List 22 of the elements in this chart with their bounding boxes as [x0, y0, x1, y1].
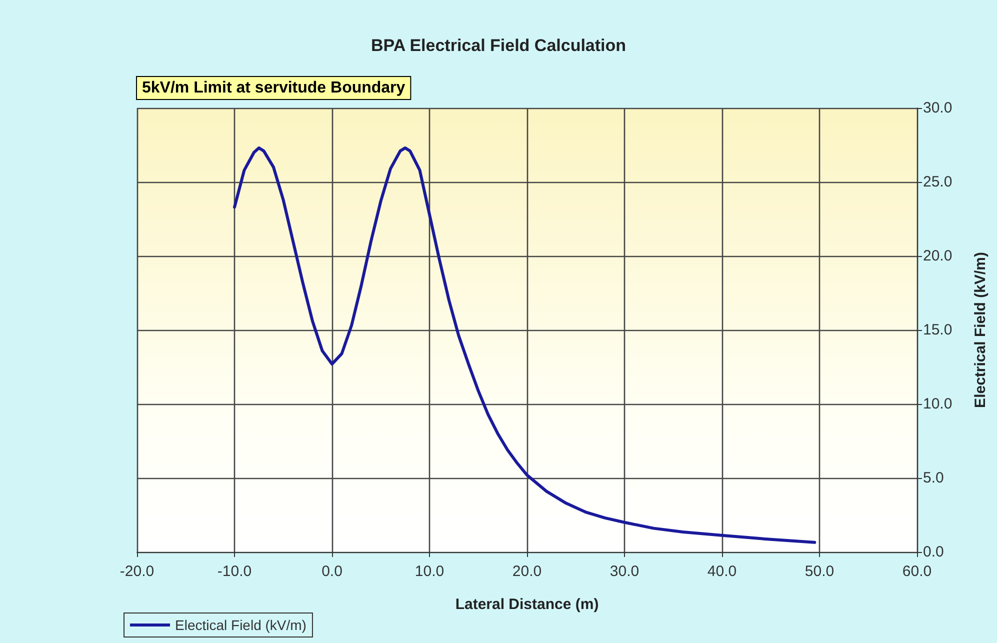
x-tick-label: 40.0: [707, 563, 737, 580]
x-tick-label: 20.0: [512, 563, 542, 580]
chart-title: BPA Electrical Field Calculation: [370, 36, 626, 55]
y-tick-label: 0.0: [923, 544, 944, 560]
line-series: [233, 146, 816, 544]
x-tick-label: 50.0: [804, 563, 834, 580]
x-tick-label: 10.0: [414, 563, 444, 580]
y-tick-label: 10.0: [923, 396, 952, 412]
y-axis-title: Electrical Field (kV/m): [972, 252, 989, 408]
x-tick-label: -20.0: [120, 563, 154, 580]
y-tick-label: 20.0: [923, 248, 952, 264]
x-tick-label: -10.0: [217, 563, 252, 580]
y-tick-label: 30.0: [923, 100, 952, 116]
legend-label: Electical Field (kV/m): [175, 617, 306, 633]
x-axis-title: Lateral Distance (m): [455, 596, 599, 613]
y-tick-label: 25.0: [923, 174, 952, 190]
x-tick-label: 60.0: [902, 563, 932, 580]
x-tick-label: 30.0: [610, 563, 640, 580]
text: 5kV/m Limit at servitude Boundary: [142, 80, 406, 96]
y-tick-label: 5.0: [923, 470, 944, 486]
y-tick-label: 15.0: [923, 322, 952, 338]
x-tick-label: 0.0: [322, 563, 342, 580]
